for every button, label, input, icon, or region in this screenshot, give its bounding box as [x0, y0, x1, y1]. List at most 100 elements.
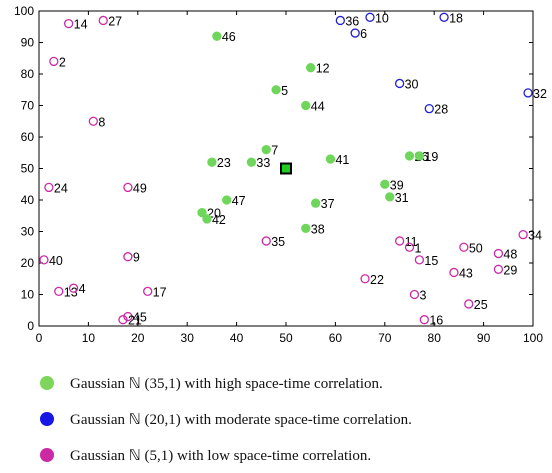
point-label: 39: [390, 178, 404, 192]
data-point-low: [493, 264, 504, 274]
data-point-low: [123, 252, 133, 262]
point-label: 7: [271, 144, 278, 158]
data-point-low: [449, 267, 459, 278]
data-point-low: [88, 116, 98, 126]
data-point-moderate: [335, 15, 345, 26]
data-point-high: [385, 192, 395, 202]
data-point-high: [301, 100, 311, 111]
legend-label-high: Gaussian ℕ (35,1) with high space-time c…: [70, 375, 383, 392]
point-label: 43: [459, 266, 473, 280]
data-point-low: [123, 182, 133, 193]
legend-marker-high: [40, 376, 54, 390]
point-label: 41: [335, 153, 349, 167]
data-point-low: [63, 18, 74, 29]
point-label: 33: [256, 156, 270, 170]
point-label: 15: [424, 254, 438, 268]
point-label: 14: [74, 18, 88, 32]
data-point-high: [301, 223, 311, 234]
data-point-moderate: [350, 28, 360, 38]
y-tick-label: 0: [27, 319, 34, 333]
data-points: 4612544723334126193931473720423836101863…: [39, 11, 547, 328]
legend-item-low: Gaussian ℕ (5,1) with low space-time cor…: [40, 440, 550, 470]
scatter-plot: 0 10 20 30 40 50 60 70 80 90 100 0 10 20 30 40 50 60 70 80…: [14, 4, 547, 345]
x-axis: 0 10 20 30 40 50 60 70 80 90 100: [36, 11, 543, 345]
point-label: 27: [108, 14, 122, 28]
y-tick-label: 90: [21, 36, 35, 50]
data-point-low: [54, 286, 64, 297]
point-label: 13: [64, 285, 78, 299]
data-point-low: [261, 236, 271, 246]
y-axis: 0 10 20 30 40 50 60 70 80 90 100: [14, 4, 533, 333]
point-label: 18: [449, 11, 463, 25]
point-label: 4: [79, 282, 86, 296]
y-tick-label: 70: [21, 99, 35, 113]
data-point-high: [414, 151, 425, 161]
point-label: 21: [128, 314, 142, 328]
x-tick-label: 10: [82, 331, 96, 345]
point-label: 10: [375, 11, 389, 25]
data-point-moderate: [365, 12, 375, 22]
data-point-high: [261, 144, 271, 155]
data-point-low: [493, 248, 504, 259]
point-label: 35: [271, 235, 285, 249]
x-tick-label: 60: [329, 331, 343, 345]
data-point-low: [459, 242, 469, 252]
data-point-high: [207, 157, 217, 167]
point-label: 34: [528, 229, 542, 243]
x-tick-label: 0: [36, 331, 43, 345]
point-label: 44: [311, 100, 325, 114]
center-marker-layer: [280, 162, 292, 175]
data-point-low: [44, 182, 54, 193]
point-label: 28: [434, 103, 448, 117]
data-point-low: [464, 299, 474, 309]
y-tick-label: 10: [21, 288, 35, 302]
point-label: 8: [98, 115, 105, 129]
point-label: 49: [133, 181, 147, 195]
x-tick-label: 40: [230, 331, 244, 345]
data-point-low: [414, 255, 425, 265]
point-label: 29: [503, 263, 517, 277]
point-label: 48: [503, 248, 517, 262]
legend-label-low: Gaussian ℕ (5,1) with low space-time cor…: [70, 447, 372, 464]
point-label: 22: [370, 273, 384, 287]
data-point-low: [123, 311, 133, 322]
data-point-moderate: [439, 12, 449, 22]
data-point-high: [197, 207, 207, 218]
data-point-high: [404, 151, 415, 161]
data-point-low: [39, 255, 49, 265]
data-point-low: [404, 242, 415, 252]
data-point-low: [68, 283, 79, 293]
data-point-high: [212, 31, 222, 41]
legend-marker-low: [40, 448, 54, 462]
point-label: 19: [424, 150, 438, 164]
point-label: 36: [345, 14, 359, 28]
point-label: 6: [360, 27, 367, 41]
data-point-high: [306, 63, 316, 73]
point-label: 37: [321, 197, 335, 211]
x-tick-label: 50: [279, 331, 293, 345]
x-tick-label: 90: [477, 331, 491, 345]
point-label: 5: [281, 84, 288, 98]
x-tick-label: 80: [428, 331, 442, 345]
point-label: 12: [316, 62, 330, 76]
point-label: 31: [395, 191, 409, 205]
data-point-low: [143, 286, 153, 297]
data-point-low: [409, 289, 420, 300]
data-point-low: [49, 56, 59, 67]
x-tick-label: 100: [523, 331, 543, 345]
point-label: 46: [222, 30, 236, 44]
data-point-moderate: [394, 78, 405, 89]
point-label: 9: [133, 251, 140, 265]
point-label: 45: [133, 311, 147, 325]
data-point-low: [360, 274, 370, 284]
data-point-low: [98, 15, 108, 26]
data-point-moderate: [523, 88, 533, 98]
y-tick-label: 40: [21, 193, 35, 207]
legend-label-moderate: Gaussian ℕ (20,1) with moderate space-ti…: [70, 411, 412, 428]
point-label: 23: [217, 156, 231, 170]
point-label: 40: [49, 254, 63, 268]
data-point-high: [246, 157, 257, 167]
center-marker: [280, 162, 292, 175]
x-tick-label: 20: [131, 331, 145, 345]
point-label: 50: [469, 241, 483, 255]
